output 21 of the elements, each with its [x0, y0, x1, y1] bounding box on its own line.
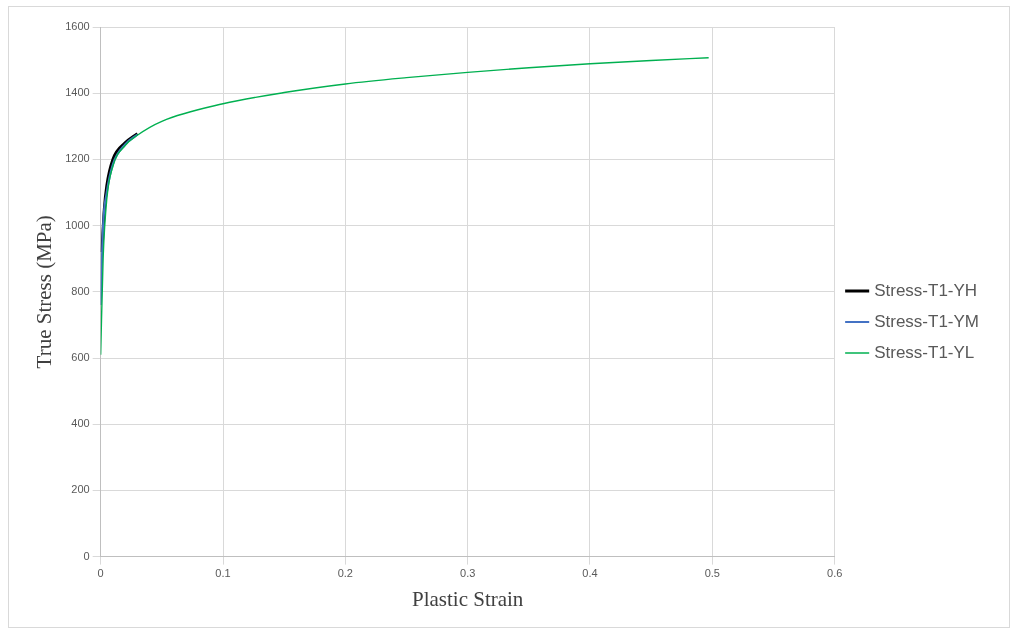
x-tick-label: 0.2	[337, 567, 353, 580]
y-tick-label: 1400	[65, 86, 90, 99]
x-tick-label: 0.5	[704, 567, 720, 580]
x-tick-label: 0	[97, 567, 104, 580]
y-tick-label: 800	[71, 284, 90, 297]
y-tick-label: 200	[71, 483, 90, 496]
legend-label: Stress-T1-YM	[874, 311, 979, 331]
y-tick-label: 1600	[65, 20, 90, 33]
x-tick-label: 0.3	[460, 567, 476, 580]
x-tick-label: 0.6	[827, 567, 843, 580]
legend-label: Stress-T1-YH	[874, 280, 978, 300]
y-tick-label: 1200	[65, 152, 90, 165]
y-tick-label: 1000	[65, 218, 90, 231]
x-axis-title: Plastic Strain	[411, 586, 524, 611]
x-tick-label: 0.4	[582, 567, 598, 580]
legend-label: Stress-T1-YL	[874, 342, 975, 362]
y-axis-title: True Stress (MPa)	[32, 215, 57, 369]
x-tick-label: 0.1	[215, 567, 231, 580]
y-tick-label: 0	[83, 549, 90, 562]
y-tick-label: 400	[71, 417, 90, 430]
y-tick-label: 600	[71, 351, 90, 364]
